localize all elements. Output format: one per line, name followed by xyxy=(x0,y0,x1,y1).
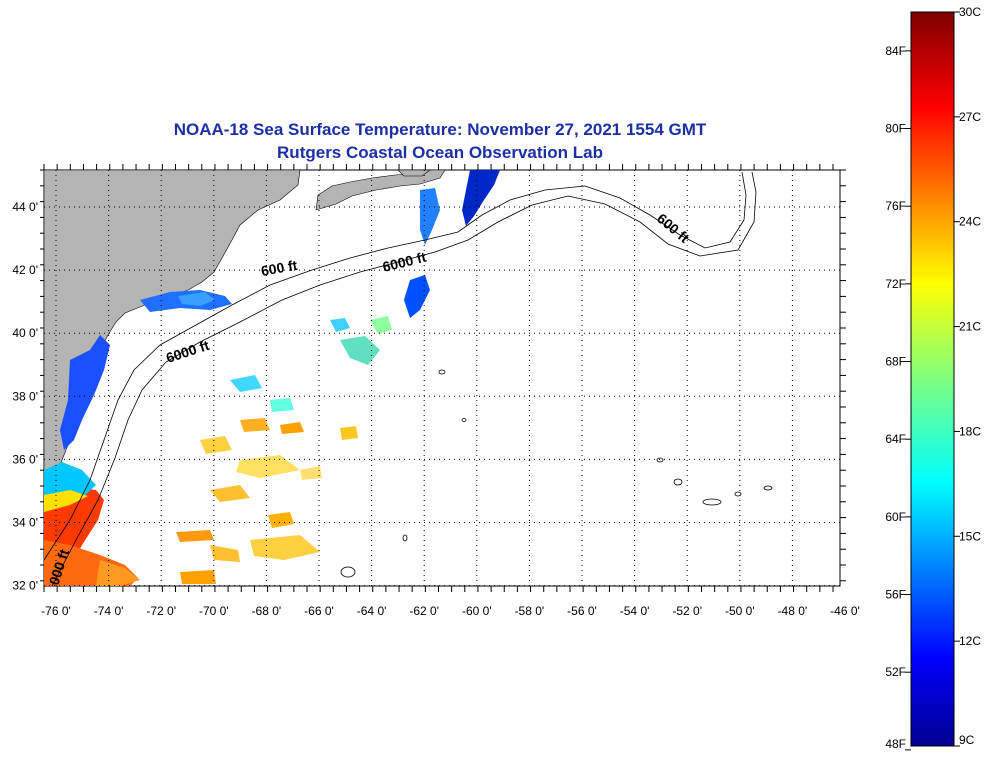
lon-label: -70 0' xyxy=(199,604,229,618)
colorbar-celsius-label: 21C xyxy=(959,320,981,334)
lon-label: -50 0' xyxy=(725,604,755,618)
map-title: NOAA-18 Sea Surface Temperature: Novembe… xyxy=(173,120,707,139)
colorbar-fahrenheit-label: 60F xyxy=(885,510,906,524)
colorbar-celsius-label: 18C xyxy=(959,424,981,438)
colorbar-fahrenheit-label: 84F xyxy=(885,44,906,58)
temperature-colorbar: 30C 27C 24C 21C 18C 15C 12C 9C 84F 80F 76F 72F 68F 64… xyxy=(885,5,981,751)
lon-label: -68 0' xyxy=(252,604,282,618)
lat-label: 36 0' xyxy=(12,452,38,466)
colorbar-celsius-label: 24C xyxy=(959,215,981,229)
colorbar-celsius-label: 27C xyxy=(959,110,981,124)
lat-label: 44 0' xyxy=(12,200,38,214)
colorbar-celsius-label: 30C xyxy=(959,5,981,19)
lon-label: -52 0' xyxy=(672,604,702,618)
colorbar-fahrenheit-label: 76F xyxy=(885,199,906,213)
lon-label: -76 0' xyxy=(41,604,71,618)
lon-label: -48 0' xyxy=(778,604,808,618)
lon-label: -64 0' xyxy=(357,604,387,618)
sst-data xyxy=(44,170,500,586)
colorbar-celsius-label: 12C xyxy=(959,634,981,648)
lon-label: -58 0' xyxy=(515,604,545,618)
colorbar-fahrenheit-label: 68F xyxy=(885,355,906,369)
nova-scotia xyxy=(315,170,446,211)
lon-label: -54 0' xyxy=(620,604,650,618)
lon-label: -46 0' xyxy=(830,604,860,618)
colorbar-fahrenheit-label: 48F xyxy=(885,737,906,751)
lon-label: -72 0' xyxy=(146,604,176,618)
lon-label: -74 0' xyxy=(94,604,124,618)
lat-label: 40 0' xyxy=(12,326,38,340)
lon-label: -62 0' xyxy=(409,604,439,618)
islands xyxy=(340,369,773,578)
lon-label: -66 0' xyxy=(304,604,334,618)
lat-label: 42 0' xyxy=(12,263,38,277)
lat-label: 32 0' xyxy=(12,579,38,593)
colorbar-fahrenheit-label: 52F xyxy=(885,665,906,679)
colorbar-fahrenheit-label: 64F xyxy=(885,432,906,446)
map-subtitle: Rutgers Coastal Ocean Observation Lab xyxy=(277,143,603,162)
lat-label: 34 0' xyxy=(12,516,38,530)
colorbar-celsius-label: 15C xyxy=(959,529,981,543)
colorbar-fahrenheit-label: 72F xyxy=(885,277,906,291)
colorbar-ticks: 30C 27C 24C 21C 18C 15C 12C 9C 84F 80F 76F 72F 68F 64… xyxy=(885,5,981,751)
lat-label: 38 0' xyxy=(12,389,38,403)
colorbar-celsius-label: 9C xyxy=(959,733,975,747)
contour-label-600-north: 600 ft xyxy=(260,257,299,279)
lon-label: -60 0' xyxy=(462,604,492,618)
depth-contours xyxy=(44,171,757,586)
colorbar-fahrenheit-label: 56F xyxy=(885,588,906,602)
cape-breton xyxy=(397,170,431,177)
colorbar-fahrenheit-label: 80F xyxy=(885,122,906,136)
lon-label: -56 0' xyxy=(567,604,597,618)
map-axes: -76 0' -74 0' -72 0' -70 0' -68 0' -66 0' -64 … xyxy=(12,164,860,618)
